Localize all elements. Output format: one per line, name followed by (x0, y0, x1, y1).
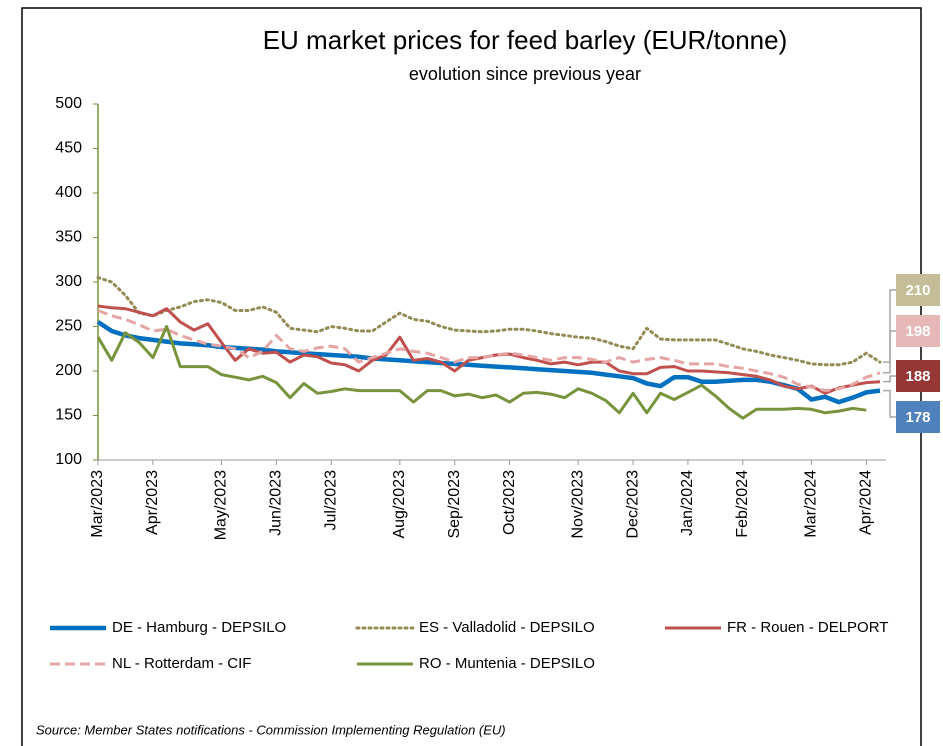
x-tick-label: Jan/2024 (679, 470, 696, 536)
x-tick-label: Mar/2024 (803, 470, 820, 538)
source-note: Source: Member States notifications - Co… (36, 722, 506, 737)
legend-label: DE - Hamburg - DEPSILO (112, 619, 286, 636)
x-tick-label: Feb/2024 (734, 470, 751, 538)
y-tick-label: 100 (55, 451, 82, 468)
x-tick-label: Apr/2024 (857, 470, 874, 535)
y-tick-label: 450 (55, 140, 82, 157)
x-tick-label: Jun/2023 (268, 470, 285, 536)
label-connector (883, 289, 896, 363)
y-tick-label: 500 (55, 95, 82, 112)
y-tick-label: 200 (55, 362, 82, 379)
x-tick-label: Oct/2023 (501, 470, 518, 535)
series-line (96, 325, 867, 420)
end-label-box (896, 274, 940, 306)
x-tick-label: Aug/2023 (391, 470, 408, 539)
label-connector (883, 389, 896, 418)
x-tick-label: Jul/2023 (322, 470, 339, 531)
chart-title: EU market prices for feed barley (EUR/to… (263, 25, 788, 55)
end-label-box (896, 315, 940, 347)
series-line (97, 309, 881, 393)
end-label: 188 (905, 368, 930, 385)
end-label: 210 (905, 282, 930, 299)
label-connector (883, 330, 896, 374)
end-label-box (896, 401, 940, 433)
end-label: 198 (905, 323, 930, 340)
legend-label: ES - Valladolid - DEPSILO (419, 619, 595, 636)
end-label: 178 (905, 409, 930, 426)
legend-label: NL - Rotterdam - CIF (112, 655, 251, 672)
y-tick-label: 350 (55, 229, 82, 246)
y-tick-label: 300 (55, 273, 82, 290)
label-connector (883, 375, 896, 383)
legend-label: FR - Rouen - DELPORT (727, 619, 888, 636)
x-tick-label: Apr/2023 (144, 470, 161, 535)
x-tick-label: Dec/2023 (624, 470, 641, 539)
x-tick-label: Mar/2023 (89, 470, 106, 538)
legend-label: RO - Muntenia - DEPSILO (419, 655, 595, 672)
series-line (96, 276, 882, 367)
x-tick-label: May/2023 (213, 470, 230, 540)
end-label-box (896, 360, 940, 392)
chart-subtitle: evolution since previous year (409, 64, 641, 84)
y-tick-label: 400 (55, 184, 82, 201)
x-tick-label: Sep/2023 (446, 470, 463, 539)
y-tick-label: 150 (55, 407, 82, 424)
x-tick-label: Nov/2023 (569, 470, 586, 539)
y-tick-label: 250 (55, 318, 82, 335)
